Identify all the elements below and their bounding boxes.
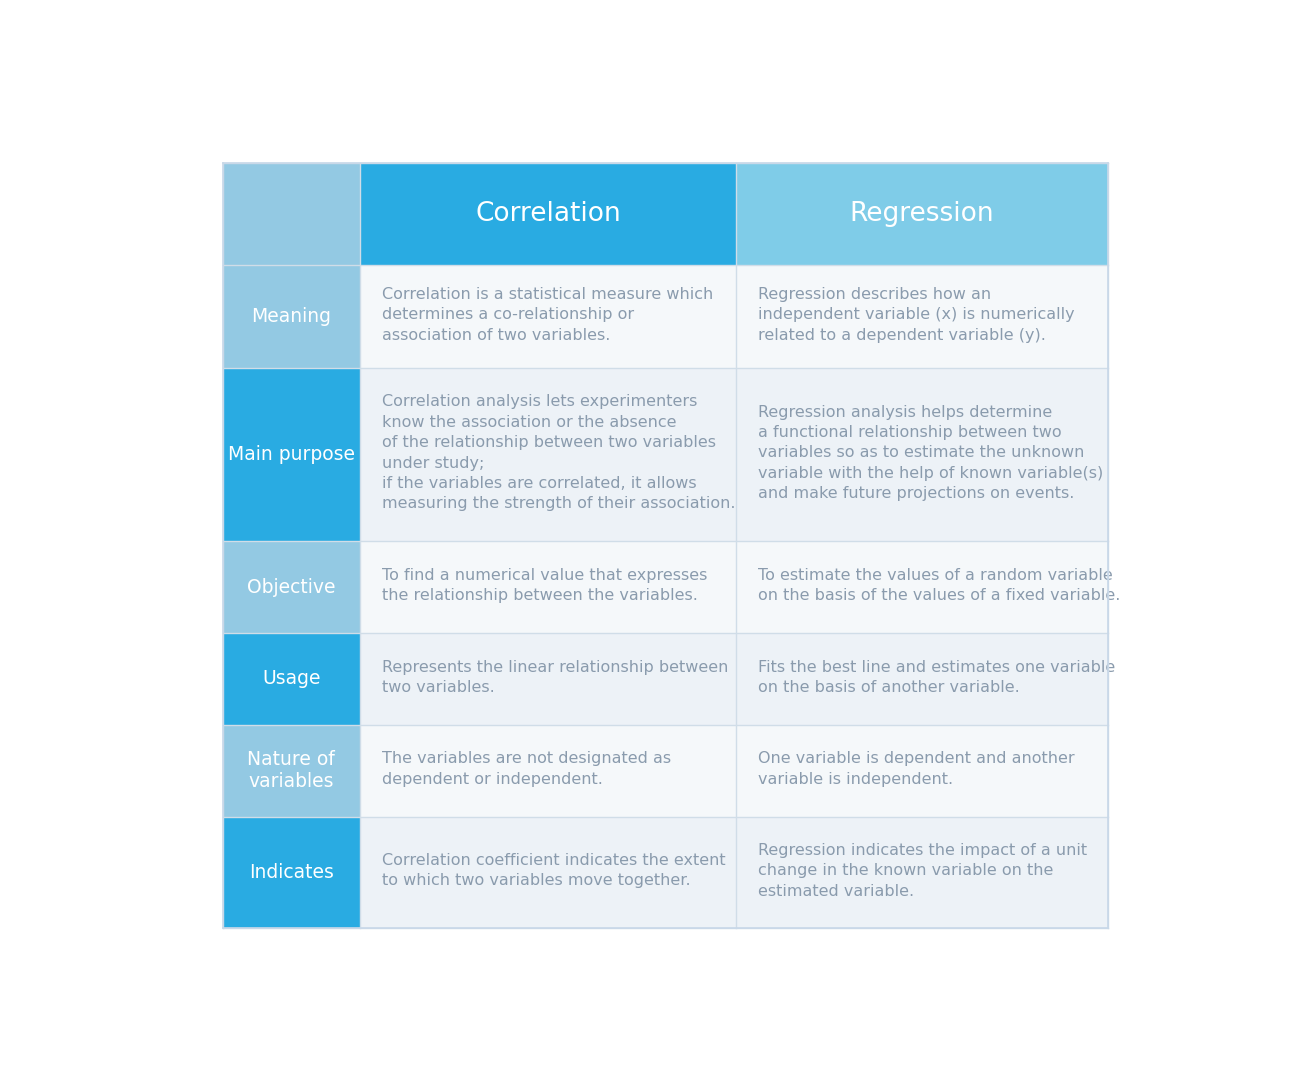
FancyBboxPatch shape [736,541,1107,633]
Text: Correlation coefficient indicates the extent
to which two variables move togethe: Correlation coefficient indicates the ex… [382,853,726,889]
FancyBboxPatch shape [736,367,1107,541]
Text: Objective: Objective [247,578,335,597]
Text: Regression describes how an
independent variable (x) is numerically
related to a: Regression describes how an independent … [758,287,1075,342]
Text: Regression analysis helps determine
a functional relationship between two
variab: Regression analysis helps determine a fu… [758,405,1103,501]
FancyBboxPatch shape [360,163,736,266]
FancyBboxPatch shape [223,725,360,816]
FancyBboxPatch shape [360,816,736,928]
FancyBboxPatch shape [223,266,360,367]
Text: Usage: Usage [262,670,321,688]
Text: One variable is dependent and another
variable is independent.: One variable is dependent and another va… [758,752,1075,786]
Text: Correlation analysis lets experimenters
know the association or the absence
of t: Correlation analysis lets experimenters … [382,394,736,512]
Text: The variables are not designated as
dependent or independent.: The variables are not designated as depe… [382,752,671,786]
FancyBboxPatch shape [223,633,360,725]
Text: To estimate the values of a random variable
on the basis of the values of a fixe: To estimate the values of a random varia… [758,568,1120,604]
Text: Correlation: Correlation [475,201,620,227]
Text: Indicates: Indicates [249,863,334,881]
FancyBboxPatch shape [223,541,360,633]
FancyBboxPatch shape [223,816,360,928]
FancyBboxPatch shape [736,163,1107,266]
Text: Regression: Regression [850,201,994,227]
Text: Main purpose: Main purpose [227,445,354,464]
Text: Regression indicates the impact of a unit
change in the known variable on the
es: Regression indicates the impact of a uni… [758,842,1088,899]
Text: Nature of
variables: Nature of variables [248,751,335,792]
FancyBboxPatch shape [360,633,736,725]
FancyBboxPatch shape [360,541,736,633]
Text: To find a numerical value that expresses
the relationship between the variables.: To find a numerical value that expresses… [382,568,707,604]
Text: Represents the linear relationship between
two variables.: Represents the linear relationship betwe… [382,660,728,696]
Text: Fits the best line and estimates one variable
on the basis of another variable.: Fits the best line and estimates one var… [758,660,1115,696]
FancyBboxPatch shape [736,816,1107,928]
FancyBboxPatch shape [223,163,360,266]
FancyBboxPatch shape [223,367,360,541]
FancyBboxPatch shape [360,266,736,367]
Text: Correlation is a statistical measure which
determines a co-relationship or
assoc: Correlation is a statistical measure whi… [382,287,713,342]
FancyBboxPatch shape [736,633,1107,725]
FancyBboxPatch shape [736,266,1107,367]
FancyBboxPatch shape [360,367,736,541]
Text: Meaning: Meaning [252,307,331,326]
FancyBboxPatch shape [360,725,736,816]
FancyBboxPatch shape [736,725,1107,816]
